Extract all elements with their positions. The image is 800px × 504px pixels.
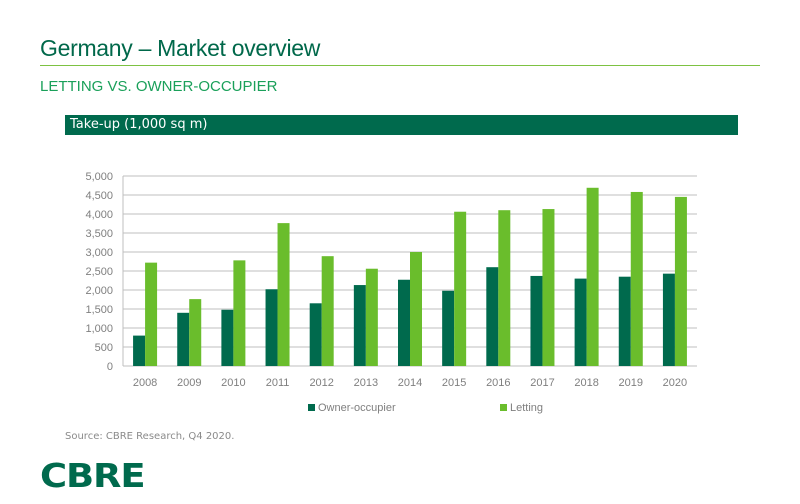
y-tick-label: 0	[107, 361, 113, 373]
letting-bar	[321, 256, 334, 366]
x-tick-label: 2012	[309, 377, 333, 389]
x-tick-label: 2020	[663, 377, 687, 389]
page-subtitle: LETTING VS. OWNER-OCCUPIER	[40, 78, 278, 95]
owner-occupier-bar	[574, 278, 587, 366]
letting-bar	[454, 211, 467, 366]
letting-bar	[498, 210, 511, 366]
x-tick-label: 2019	[619, 377, 643, 389]
letting-bar	[365, 268, 378, 366]
owner-occupier-bar	[530, 275, 543, 366]
x-tick-label: 2011	[266, 377, 290, 389]
x-tick-label: 2017	[530, 377, 554, 389]
letting-bar	[189, 299, 202, 366]
owner-occupier-bar	[133, 335, 146, 366]
letting-bar	[586, 187, 599, 366]
legend-label: Letting	[510, 402, 543, 414]
source-note: Source: CBRE Research, Q4 2020.	[65, 431, 235, 442]
owner-occupier-bar	[662, 273, 675, 366]
owner-occupier-bar	[398, 279, 410, 366]
owner-occupier-bar	[309, 303, 322, 366]
legend-label: Owner-occupier	[318, 402, 396, 414]
letting-bar	[542, 209, 555, 366]
page-title: Germany – Market overview	[40, 35, 321, 61]
owner-occupier-bar	[618, 276, 631, 366]
letting-bar	[145, 262, 158, 366]
x-tick-label: 2016	[486, 377, 510, 389]
x-tick-label: 2008	[133, 377, 157, 389]
title-divider	[40, 65, 760, 66]
legend-swatch	[308, 404, 315, 411]
y-tick-label: 5,000	[85, 171, 113, 183]
owner-occupier-bar	[177, 312, 190, 366]
letting-bar	[674, 196, 687, 366]
y-tick-label: 1,000	[85, 323, 113, 335]
owner-occupier-bar	[221, 309, 234, 366]
owner-occupier-bar	[265, 289, 278, 366]
letting-bar	[630, 191, 643, 366]
letting-bar	[233, 260, 246, 366]
owner-occupier-bar	[353, 285, 366, 366]
y-tick-label: 3,500	[85, 228, 113, 240]
x-tick-label: 2009	[177, 377, 201, 389]
y-tick-label: 2,500	[85, 266, 113, 278]
y-tick-label: 500	[95, 342, 113, 354]
y-tick-label: 2,000	[85, 285, 113, 297]
legend-swatch	[500, 404, 507, 411]
x-tick-label: 2013	[354, 377, 378, 389]
x-tick-label: 2014	[398, 377, 422, 389]
x-tick-label: 2010	[221, 377, 245, 389]
y-tick-label: 4,000	[85, 209, 113, 221]
y-tick-label: 4,500	[85, 190, 113, 202]
x-tick-label: 2018	[574, 377, 598, 389]
cbre-logo: CBRE	[40, 456, 146, 495]
letting-bar	[277, 223, 290, 366]
x-tick-label: 2015	[442, 377, 466, 389]
chart-header: Take-up (1,000 sq m)	[65, 115, 738, 135]
letting-bar	[410, 252, 422, 366]
owner-occupier-bar	[486, 267, 499, 366]
y-tick-label: 1,500	[85, 304, 113, 316]
owner-occupier-bar	[442, 290, 455, 366]
y-tick-label: 3,000	[85, 247, 113, 259]
